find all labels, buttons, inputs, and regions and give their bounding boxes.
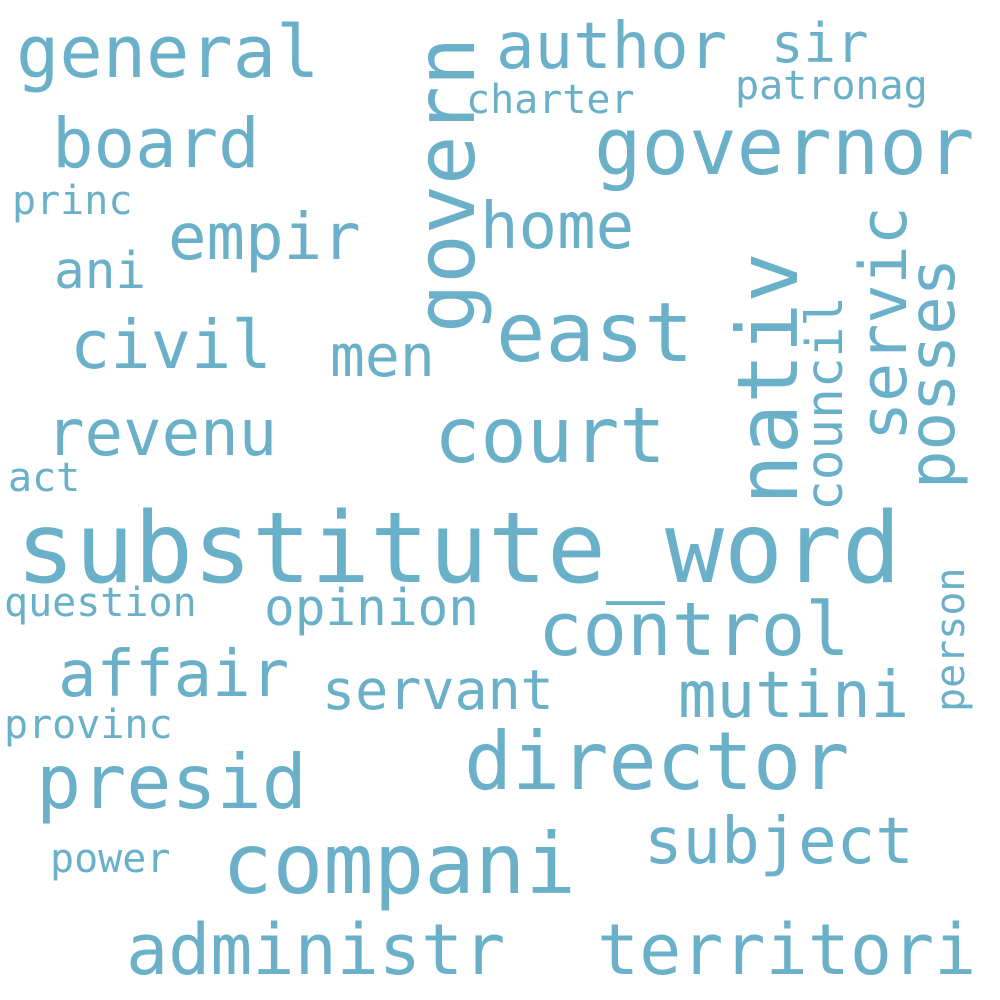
word-substitute-word: substitute_word — [16, 492, 902, 606]
word-patronag: patronag — [735, 63, 928, 109]
word-act: act — [8, 455, 81, 501]
word-territori: territori — [597, 909, 977, 991]
word-board: board — [52, 104, 260, 184]
word-provinc: provinc — [4, 702, 173, 748]
word-servant: servant — [322, 658, 554, 722]
word-east: east — [496, 286, 694, 381]
word-question: question — [4, 580, 197, 626]
word-opinion: opinion — [264, 579, 479, 638]
word-posses: posses — [896, 257, 970, 489]
word-affair: affair — [58, 638, 290, 712]
word-princ: princ — [12, 178, 133, 224]
word-charter: charter — [466, 77, 635, 123]
word-governor: governor — [594, 101, 975, 193]
word-revenu: revenu — [46, 397, 278, 471]
word-general: general — [16, 10, 320, 94]
word-compani: compani — [222, 815, 577, 913]
word-sir: sir — [771, 12, 869, 75]
word-court: court — [434, 392, 666, 481]
word-subject: subject — [644, 805, 914, 879]
word-mutini: mutini — [678, 659, 910, 733]
word-power: power — [50, 836, 171, 882]
word-empir: empir — [168, 201, 361, 275]
word-govern: govern — [399, 36, 494, 333]
word-administr: administr — [126, 909, 506, 991]
word-presid: presid — [36, 738, 307, 826]
word-ani: ani — [54, 242, 147, 301]
word-author: author — [496, 10, 728, 84]
word-civil: civil — [70, 306, 272, 384]
word-men: men — [330, 322, 435, 390]
word-home: home — [480, 190, 635, 264]
word-director: director — [464, 715, 850, 808]
word-control: control — [538, 587, 850, 673]
word-council: council — [796, 296, 855, 511]
word-person: person — [928, 567, 974, 713]
